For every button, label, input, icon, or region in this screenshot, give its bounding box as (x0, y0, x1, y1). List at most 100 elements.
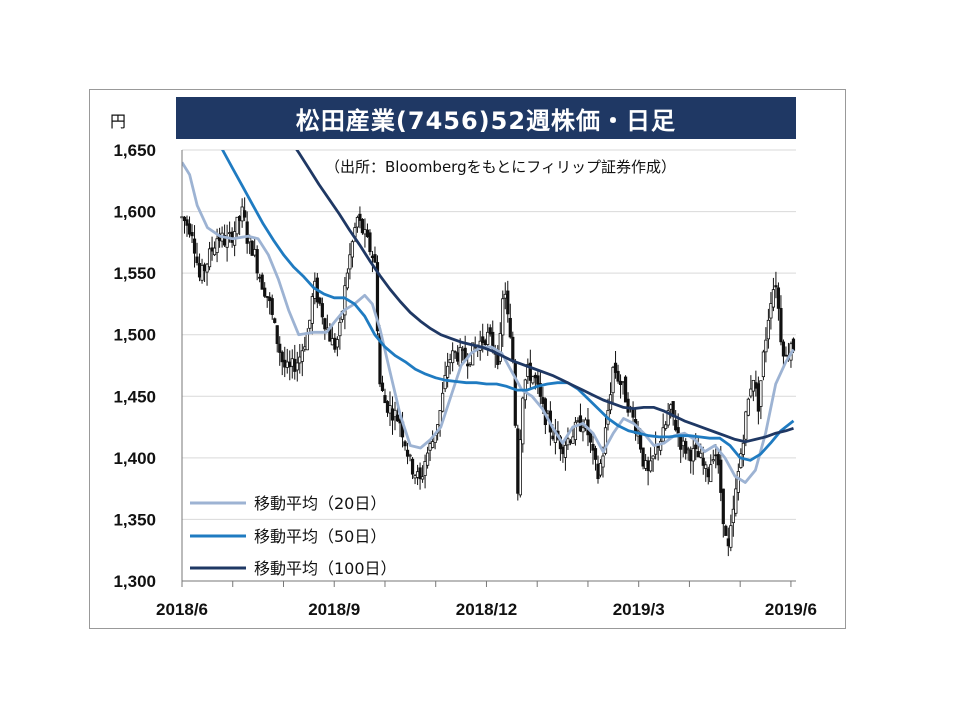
candle-body (503, 293, 507, 299)
candle-body (774, 285, 778, 288)
candle-body (664, 424, 668, 429)
candle-body (704, 464, 708, 469)
candle-body (293, 358, 297, 372)
candle-body (418, 467, 422, 480)
candle-body (365, 229, 370, 238)
candle-body (250, 240, 254, 256)
y-tick-label: 1,550 (113, 264, 156, 283)
candle-body (413, 475, 417, 479)
candle-body (623, 376, 628, 403)
candle-body (528, 362, 532, 381)
candle-body (458, 347, 462, 367)
candle-body (448, 359, 452, 364)
y-tick-label: 1,650 (113, 141, 156, 160)
candle-body (756, 383, 760, 412)
candle-body (581, 427, 585, 433)
candle-body (205, 263, 209, 273)
candle-body (260, 274, 264, 290)
candle-body (388, 405, 392, 414)
candle-body (451, 350, 455, 364)
candle-body (255, 249, 259, 274)
y-tick-label: 1,400 (113, 449, 156, 468)
candle-body (240, 206, 244, 222)
candle-body (531, 376, 535, 384)
ma-line-0 (182, 161, 795, 484)
legend-label: 移動平均（20日） (254, 494, 386, 513)
candle-body (320, 303, 324, 318)
candle-body (669, 404, 673, 410)
candle-body (270, 298, 274, 315)
candle-body (508, 317, 512, 338)
candle-body (215, 238, 219, 253)
candle-body (258, 276, 262, 279)
candle-body (621, 381, 625, 384)
candle-body (701, 457, 705, 466)
candle-body (691, 448, 695, 462)
candle-body (603, 427, 608, 454)
candle-body (210, 247, 214, 252)
candle-body (461, 349, 465, 351)
candle-body (393, 409, 397, 418)
candle-body (666, 410, 670, 426)
y-tick-label: 1,300 (113, 572, 156, 591)
candle-body (694, 444, 698, 450)
candle-body (724, 525, 728, 536)
candle-body (726, 538, 730, 547)
candle-body (566, 438, 570, 446)
candle-body (711, 459, 715, 462)
candle-body (716, 454, 720, 466)
candle-body (739, 453, 743, 468)
candle-body (245, 221, 249, 244)
candle-body (456, 352, 460, 362)
candle-body (370, 255, 375, 259)
candle-body (268, 296, 272, 302)
candle-body (182, 216, 187, 222)
candle-body (355, 217, 360, 228)
candle-body (618, 380, 623, 385)
candle-body (729, 525, 733, 548)
candle-body (468, 362, 472, 365)
candle-body (235, 216, 239, 235)
candle-body (591, 443, 595, 451)
candle-body (764, 339, 768, 353)
candle-body (330, 338, 334, 346)
candle-body (443, 374, 447, 390)
candle-body (278, 343, 282, 353)
legend-label: 移動平均（100日） (254, 559, 397, 578)
chart-title: 松田産業(7456)52週株価・日足 (176, 97, 796, 139)
candle-body (746, 398, 750, 416)
candle-body (779, 307, 783, 343)
candle-body (521, 397, 525, 445)
candle-body (651, 455, 655, 460)
candle-body (345, 272, 349, 289)
candle-body (335, 339, 339, 348)
candle-body (410, 458, 415, 475)
candle-body (380, 382, 385, 391)
candle-body (415, 471, 420, 478)
candle-body (681, 440, 685, 447)
candle-body (498, 333, 502, 362)
candle-body (453, 351, 457, 354)
y-axis-unit: 円 (110, 112, 126, 131)
candle-body (308, 319, 312, 329)
y-tick-label: 1,350 (113, 510, 156, 529)
candle-body (195, 256, 199, 264)
candle-body (446, 365, 450, 378)
candle-body (425, 452, 430, 466)
x-tick-label: 2019/6 (765, 600, 817, 619)
candle-body (601, 455, 605, 468)
candle-body (518, 439, 522, 496)
candle-body (187, 223, 192, 235)
candle-body (709, 464, 713, 483)
candle-body (644, 460, 648, 469)
candle-body (310, 296, 314, 324)
candle-body (360, 218, 365, 234)
candle-body (536, 375, 540, 385)
candle-body (593, 448, 598, 460)
candle-body (486, 331, 490, 345)
candle-body (699, 452, 703, 458)
candle-body (611, 366, 615, 394)
candle-body (541, 397, 545, 404)
candle-body (513, 362, 517, 426)
